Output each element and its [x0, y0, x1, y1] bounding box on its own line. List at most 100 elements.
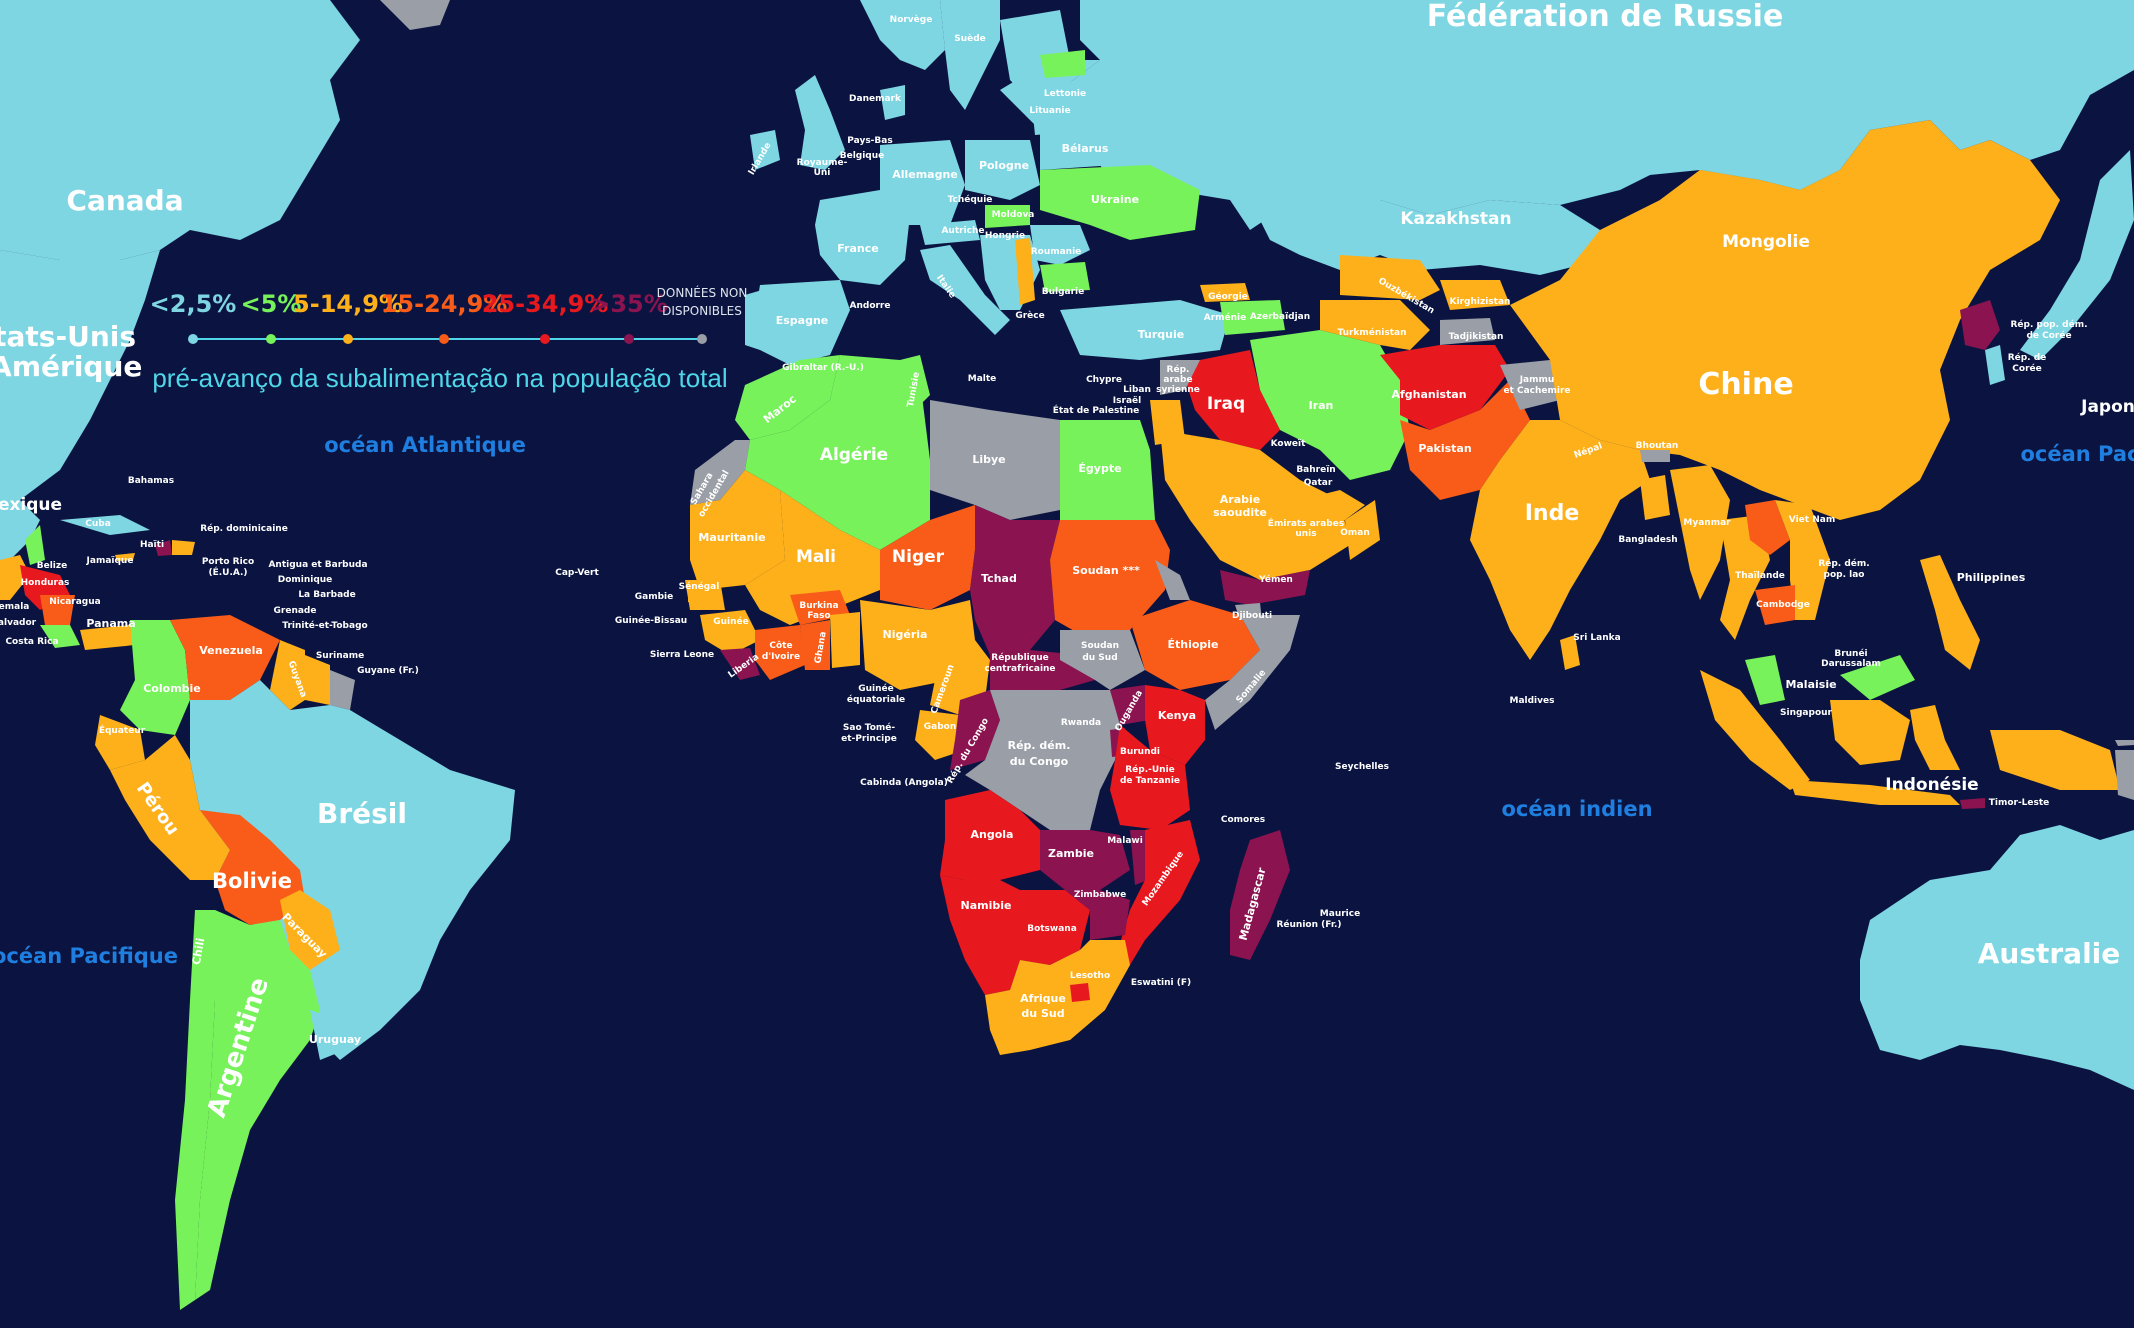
label-comores: Comores: [1221, 815, 1265, 825]
label-cambodge: Cambodge: [1756, 600, 1810, 610]
label-usa-1: États-Unis: [0, 319, 136, 353]
label-coree-sud-1: Rép. de: [2008, 352, 2047, 363]
label-kazakhstan: Kazakhstan: [1400, 209, 1511, 229]
label-pakistan: Pakistan: [1418, 442, 1471, 455]
label-emirats-1: Émirats arabes: [1268, 517, 1344, 529]
label-palestine: État de Palestine: [1053, 404, 1140, 416]
label-israel: Israël: [1113, 396, 1141, 406]
label-yemen: Yémen: [1258, 574, 1293, 585]
legend-na-line-1: DONNÉES NON: [657, 285, 748, 300]
label-armenie: Arménie: [1204, 312, 1246, 323]
label-laos-1: Rép. dém.: [1818, 558, 1869, 569]
label-antigua: Antigua et Barbuda: [268, 560, 367, 570]
legend-dot-6: [624, 334, 634, 344]
label-ethiopie: Éthiopie: [1167, 638, 1218, 651]
label-botswana: Botswana: [1027, 924, 1077, 934]
label-laos-2: pop. lao: [1824, 570, 1865, 580]
label-mauritanie: Mauritanie: [698, 531, 765, 544]
label-turquie: Turquie: [1138, 328, 1185, 341]
label-bangladesh: Bangladesh: [1618, 535, 1677, 545]
label-soudan: Soudan ***: [1072, 564, 1140, 577]
label-singapour: Singapour: [1780, 708, 1833, 718]
label-rca-1: République: [991, 652, 1048, 663]
country-bangladesh[interactable]: [1640, 475, 1670, 520]
country-togo-benin[interactable]: [830, 612, 860, 668]
label-guineeeq-2: équatoriale: [847, 694, 905, 705]
label-cote-2: d'Ivoire: [762, 652, 800, 662]
country-portugal[interactable]: [745, 290, 762, 350]
ocean-label-pacifique-west: océan Pacifique: [0, 944, 178, 968]
label-guatemala: emala: [0, 602, 29, 612]
label-syrie-1: Rép.: [1167, 364, 1190, 375]
label-norvege: Norvège: [890, 14, 933, 25]
label-djibouti: Djibouti: [1232, 611, 1272, 621]
label-costarica: Costa Rica: [5, 637, 58, 647]
legend-na-line-2: DISPONIBLES: [662, 304, 742, 318]
label-senegal: Sénégal: [679, 581, 720, 592]
label-burkina-1: Burkina: [799, 601, 838, 611]
label-qatar: Qatar: [1304, 478, 1333, 488]
label-belize: Belize: [37, 561, 67, 571]
label-lesotho: Lesotho: [1070, 971, 1110, 981]
label-moldova: Moldova: [992, 210, 1035, 220]
label-rca-2: centrafricaine: [984, 664, 1055, 674]
country-nz-gray[interactable]: [2115, 740, 2134, 746]
label-thailande: Thaïlande: [1735, 571, 1785, 581]
label-royaumeuni-1: Royaume-: [797, 158, 848, 168]
label-tanzanie-2: de Tanzanie: [1120, 776, 1180, 786]
label-afsud-2: du Sud: [1021, 1007, 1064, 1020]
label-russie: Fédération de Russie: [1427, 0, 1784, 34]
label-gabon: Gabon: [924, 722, 957, 732]
country-gambie[interactable]: [688, 598, 710, 602]
label-france: France: [837, 242, 878, 255]
country-papua-gray[interactable]: [2115, 750, 2134, 800]
label-emirats-2: unis: [1295, 529, 1316, 539]
label-rdc-1: Rép. dém.: [1008, 739, 1071, 752]
label-guineeeq-1: Guinée: [858, 683, 894, 694]
label-seychelles: Seychelles: [1335, 762, 1389, 772]
label-salvador: alvador: [0, 618, 37, 628]
legend-dot-5: [540, 334, 550, 344]
label-allemagne: Allemagne: [892, 168, 958, 181]
label-usa-2: 'Amérique: [0, 350, 142, 383]
label-nigeria: Nigéria: [883, 628, 928, 641]
label-coree-nord-2: de Corée: [2026, 330, 2071, 341]
label-saotome-2: et-Principe: [841, 734, 897, 744]
label-capvert: Cap-Vert: [555, 568, 599, 578]
label-maurice: Maurice: [1320, 909, 1360, 919]
country-lesotho[interactable]: [1070, 983, 1090, 1002]
label-chine: Chine: [1698, 367, 1793, 402]
country-repdom[interactable]: [172, 540, 195, 555]
label-koweit: Koweït: [1271, 439, 1307, 449]
label-portorico-2: (É.U.A.): [208, 566, 247, 578]
label-australie: Australie: [1978, 937, 2121, 970]
label-niger: Niger: [892, 547, 945, 567]
label-soudansud-1: Soudan: [1081, 641, 1119, 651]
label-soudansud-2: du Sud: [1082, 653, 1117, 663]
label-haiti: Haïti: [140, 540, 164, 550]
label-jammu-2: et Cachemire: [1503, 386, 1570, 396]
label-ukraine: Ukraine: [1091, 193, 1139, 206]
country-bhoutan[interactable]: [1640, 450, 1670, 462]
label-jammu-1: Jammu: [1519, 375, 1555, 385]
label-malaisie: Malaisie: [1785, 678, 1836, 691]
label-bahamas: Bahamas: [128, 476, 174, 486]
label-tchad: Tchad: [981, 572, 1017, 585]
label-afsud-1: Afrique: [1020, 992, 1066, 1005]
label-burkina-2: Faso: [807, 611, 830, 621]
label-rwanda: Rwanda: [1061, 718, 1101, 728]
label-guineebissau: Guinée-Bissau: [615, 615, 687, 626]
label-brunei-2: Darussalam: [1821, 659, 1881, 669]
label-cuba: Cuba: [85, 519, 111, 529]
label-bresil: Brésil: [317, 797, 407, 830]
label-tanzanie-1: Rép.-Unie: [1125, 764, 1175, 775]
label-arabie-2: saoudite: [1213, 506, 1267, 519]
label-guinee: Guinée: [713, 616, 749, 627]
label-nicaragua: Nicaragua: [49, 597, 100, 607]
legend-dot-4: [439, 334, 449, 344]
label-kirghizistan: Kirghizistan: [1450, 297, 1511, 307]
label-japon: Japon: [2080, 397, 2134, 417]
label-danemark: Danemark: [849, 94, 902, 104]
label-namibie: Namibie: [961, 899, 1012, 912]
label-azerbaidjan: Azerbaïdjan: [1250, 312, 1310, 322]
